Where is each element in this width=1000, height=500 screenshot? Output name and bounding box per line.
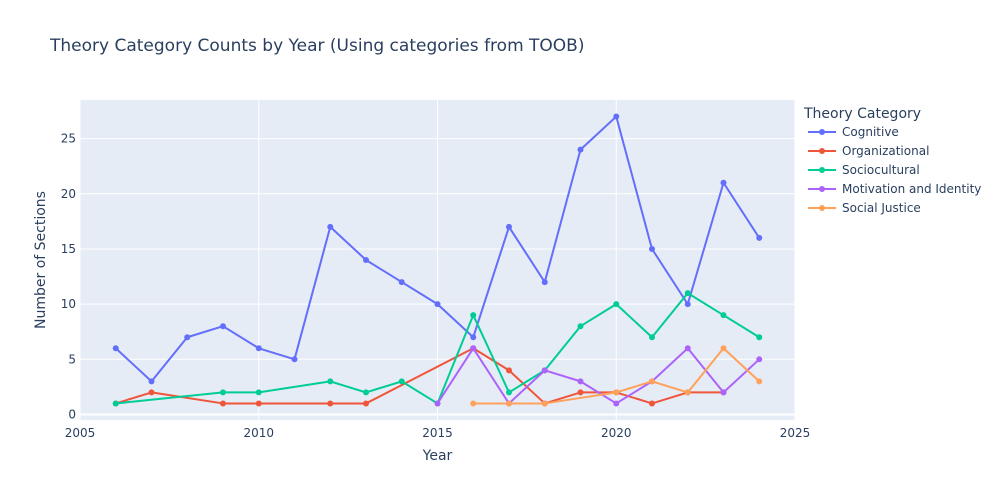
y-tick-label: 10 <box>61 297 76 311</box>
x-tick-label: 2005 <box>65 426 96 440</box>
data-point <box>255 389 262 396</box>
legend-swatch-marker <box>819 129 825 135</box>
legend-title: Theory Category <box>803 106 921 122</box>
data-point <box>720 312 727 319</box>
series-social-justice <box>470 345 763 407</box>
data-point <box>470 334 477 341</box>
legend-swatch-marker <box>819 148 825 154</box>
data-point <box>541 367 548 374</box>
series-line <box>115 347 724 405</box>
data-point <box>398 378 405 385</box>
y-tick-label: 20 <box>61 187 76 201</box>
data-point <box>577 146 584 153</box>
x-tick-label: 2020 <box>601 426 632 440</box>
data-point <box>398 279 405 286</box>
data-point <box>720 345 727 352</box>
data-point <box>184 334 191 341</box>
legend-swatch-marker <box>819 186 825 192</box>
series-line <box>115 292 760 405</box>
data-point <box>577 323 584 330</box>
legend-label: Sociocultural <box>842 163 920 177</box>
legend-label: Organizational <box>842 144 929 158</box>
data-point <box>506 400 512 407</box>
legend-label: Cognitive <box>842 125 899 139</box>
data-point <box>291 356 298 363</box>
data-point <box>684 290 691 297</box>
data-point <box>684 345 691 352</box>
data-point <box>255 400 262 407</box>
legend-swatch-marker <box>819 205 825 211</box>
grid <box>79 100 796 420</box>
y-tick-label: 25 <box>61 132 76 146</box>
data-point <box>720 179 727 186</box>
data-point <box>649 245 655 252</box>
legend-swatch-marker <box>819 167 825 173</box>
data-point <box>434 301 441 308</box>
data-point <box>470 400 477 407</box>
data-point <box>220 323 226 330</box>
legend-item-sociocultural[interactable]: Sociocultural <box>808 163 920 177</box>
x-tick-label: 2010 <box>243 426 274 440</box>
x-tick-label: 2015 <box>422 426 453 440</box>
data-point <box>613 400 620 407</box>
legend-item-social-justice[interactable]: Social Justice <box>808 201 921 215</box>
data-point <box>220 389 226 396</box>
data-point <box>541 400 548 407</box>
data-point <box>148 378 155 385</box>
y-tick-label: 15 <box>61 242 76 256</box>
data-point <box>756 234 763 241</box>
data-point <box>756 334 763 341</box>
data-point <box>434 400 441 407</box>
y-tick-label: 5 <box>68 352 76 366</box>
data-point <box>756 356 763 363</box>
legend: Theory Category Cognitive Organizational S… <box>803 106 981 215</box>
legend-label: Motivation and Identity <box>842 182 981 196</box>
data-point <box>363 400 369 407</box>
legend-item-motivation-and-identity[interactable]: Motivation and Identity <box>808 182 981 196</box>
y-tick-label: 0 <box>68 407 76 421</box>
series-layer <box>112 113 763 407</box>
data-point <box>327 400 334 407</box>
data-point <box>327 223 334 230</box>
legend-label: Social Justice <box>842 201 921 215</box>
data-point <box>649 334 655 341</box>
data-point <box>756 378 763 385</box>
y-axis-title: Number of Sections <box>33 191 49 329</box>
series-line <box>473 347 760 405</box>
legend-item-cognitive[interactable]: Cognitive <box>808 125 899 139</box>
data-point <box>470 345 477 352</box>
data-point <box>112 400 119 407</box>
data-point <box>363 257 369 263</box>
data-point <box>649 378 655 385</box>
data-point <box>506 223 512 230</box>
data-point <box>684 301 691 308</box>
data-point <box>363 389 369 396</box>
data-point <box>613 113 620 120</box>
data-point <box>613 301 620 308</box>
data-point <box>220 400 226 407</box>
data-point <box>577 378 584 385</box>
data-point <box>327 378 334 385</box>
data-point <box>684 389 691 396</box>
series-cognitive <box>112 113 763 385</box>
chart-title: Theory Category Counts by Year (Using ca… <box>49 36 584 56</box>
data-point <box>577 389 584 396</box>
x-axis-title: Year <box>422 448 453 464</box>
data-point <box>541 279 548 286</box>
data-point <box>506 367 512 374</box>
data-point <box>506 389 512 396</box>
data-point <box>112 345 119 352</box>
data-point <box>720 389 727 396</box>
data-point <box>613 389 620 396</box>
legend-item-organizational[interactable]: Organizational <box>808 144 929 158</box>
data-point <box>649 400 655 407</box>
data-point <box>148 389 155 396</box>
data-point <box>470 312 477 319</box>
x-tick-label: 2025 <box>780 426 811 440</box>
data-point <box>255 345 262 352</box>
